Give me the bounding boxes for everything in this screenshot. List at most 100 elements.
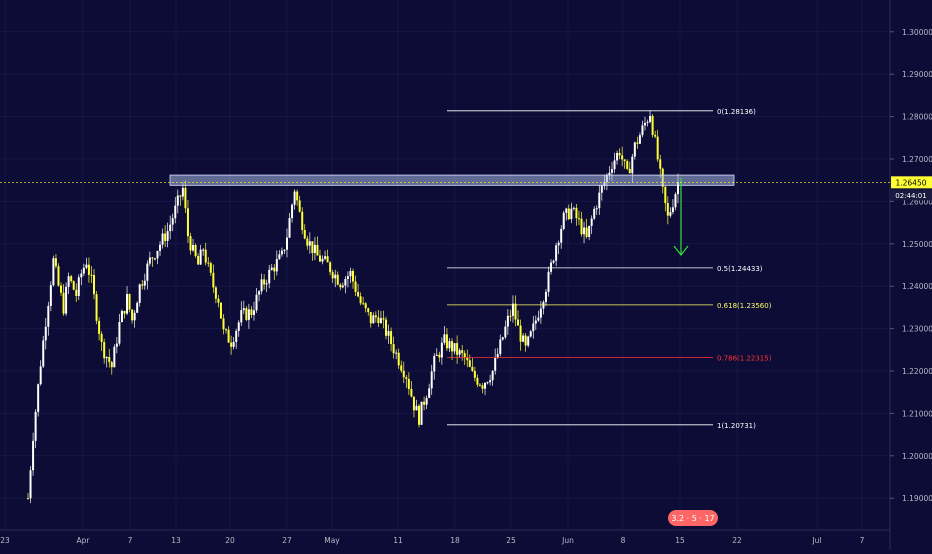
candle-body	[440, 342, 443, 358]
candle-body	[344, 279, 347, 286]
candle-body	[301, 211, 304, 231]
price-tick-label: 1.27000	[902, 155, 932, 164]
candle-body	[471, 366, 474, 371]
resistance-zone[interactable]	[169, 174, 735, 186]
projection-arrow-layer[interactable]	[673, 178, 689, 256]
time-tick-label: May	[324, 536, 340, 545]
time-axis[interactable]: 23 Apr 7 13 20 27 May 11 18 25 Jun 8 15 22 Jul 7	[0, 529, 890, 545]
candle-body	[303, 230, 306, 239]
candle-body	[610, 169, 613, 173]
candle-body	[377, 317, 380, 324]
fib-level-label: 1(1.20731)	[717, 422, 756, 430]
candle-body	[245, 308, 248, 320]
candle-body	[430, 371, 433, 389]
candle-body	[164, 233, 167, 241]
candle-body	[54, 258, 57, 267]
candle-body	[288, 218, 291, 238]
candle-body	[291, 204, 294, 219]
candle-body	[197, 256, 200, 265]
price-tick-label: 1.26000	[902, 197, 932, 206]
candle-body	[100, 333, 103, 343]
candle-body	[580, 218, 583, 235]
candle-body	[42, 340, 45, 367]
candle-body	[387, 331, 390, 336]
watermark-badge	[668, 510, 718, 526]
fib-level-label: 0.786(1.22315)	[717, 355, 772, 363]
time-tick-label: 18	[450, 536, 460, 545]
price-tick-label: 1.28000	[902, 113, 932, 122]
candle-body	[359, 296, 362, 304]
price-tick-label: 1.29000	[902, 70, 932, 79]
candle-body	[423, 401, 426, 405]
candle-body	[656, 136, 659, 160]
candle-body	[72, 281, 75, 290]
candle-body	[199, 249, 202, 265]
candle-body	[557, 242, 560, 246]
price-tick-label: 1.23000	[902, 325, 932, 334]
candle-body	[214, 287, 217, 299]
candle-body	[192, 245, 195, 251]
candle-body	[466, 357, 469, 361]
resistance-zone-layer[interactable]	[169, 174, 735, 186]
candle-body	[194, 245, 197, 257]
candle-body	[443, 334, 446, 343]
candle-body	[463, 353, 466, 358]
candle-body	[412, 396, 415, 411]
candle-body	[230, 342, 233, 347]
candle-body	[400, 365, 403, 371]
candle-body	[352, 270, 354, 282]
candle-body	[156, 250, 159, 259]
candle-body	[481, 385, 484, 389]
time-tick-label: 22	[732, 536, 742, 545]
candle-body	[583, 227, 586, 235]
current-price-label: 1.26450	[895, 178, 926, 187]
candle-body	[575, 207, 578, 219]
candle-body	[613, 160, 616, 170]
candle-body	[346, 276, 349, 280]
candle-body	[176, 195, 179, 206]
candle-body	[511, 303, 514, 316]
candle-body	[255, 294, 258, 311]
candle-body	[379, 318, 382, 324]
candle-body	[37, 384, 40, 412]
candle-body	[646, 121, 649, 124]
candle-body	[209, 263, 212, 273]
candle-body	[600, 185, 603, 193]
candle-body	[219, 302, 222, 319]
candle-body	[334, 274, 337, 279]
candle-body	[544, 291, 547, 303]
price-tick-label: 1.21000	[902, 409, 932, 418]
time-tick-label: 25	[506, 536, 516, 545]
candle-body	[268, 269, 271, 284]
candle-body	[677, 182, 679, 195]
candle-body	[341, 285, 344, 288]
candle-body	[263, 279, 266, 285]
candle-body	[77, 277, 80, 296]
candle-body	[227, 329, 230, 343]
candle-body	[420, 401, 423, 425]
candle-body	[98, 320, 101, 334]
candle-body	[402, 370, 405, 378]
fibonacci-retracement[interactable]: 0(1.28136) 0.5(1.24433) 0.618(1.23560) 0.78…	[447, 108, 772, 430]
candle-body	[514, 303, 517, 320]
candle-body	[143, 280, 146, 286]
candle-body	[207, 262, 210, 264]
candle-body	[159, 244, 162, 251]
candle-body	[623, 159, 626, 162]
candle-body	[161, 233, 164, 245]
candle-body	[189, 236, 192, 251]
time-tick-label: Apr	[77, 536, 91, 545]
candle-body	[539, 308, 542, 318]
candle-body	[113, 346, 116, 368]
candle-body	[285, 237, 288, 250]
candle-body	[108, 357, 111, 363]
candle-body	[372, 315, 375, 324]
candle-body	[265, 283, 268, 285]
current-price-badge[interactable]	[891, 176, 932, 189]
projection-arrow-head[interactable]	[673, 245, 689, 256]
candle-body	[326, 256, 329, 263]
candle-body	[595, 208, 598, 210]
